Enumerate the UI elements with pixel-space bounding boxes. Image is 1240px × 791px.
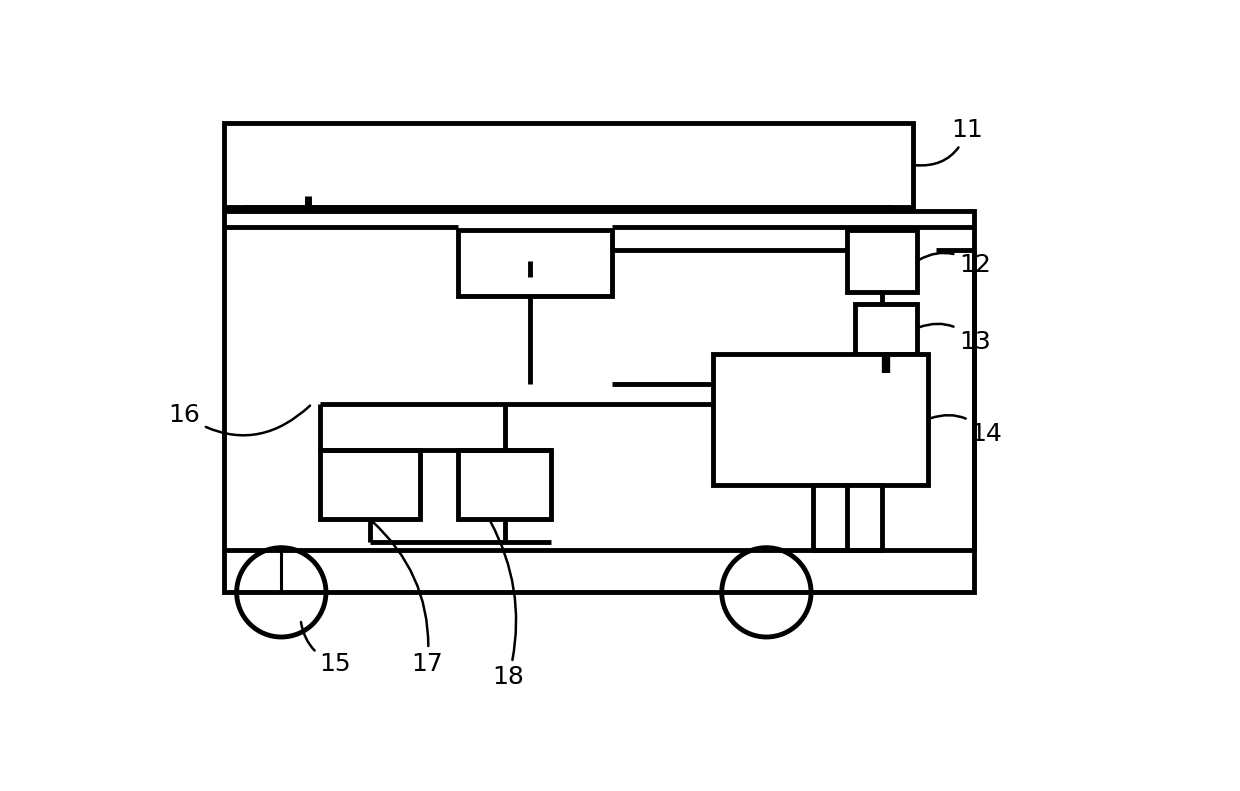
Bar (854, 304, 916, 354)
Bar (512, 259, 547, 277)
Bar (223, 211, 975, 592)
Text: 17: 17 (372, 521, 444, 676)
Bar (713, 354, 928, 485)
Bar (247, 207, 889, 261)
Bar (320, 450, 420, 519)
Bar (847, 230, 916, 292)
Bar (459, 230, 613, 296)
Bar (223, 123, 913, 207)
Bar (459, 450, 551, 519)
Bar (812, 485, 882, 550)
Text: 12: 12 (919, 253, 991, 277)
Bar (508, 261, 551, 335)
Text: 16: 16 (169, 403, 310, 435)
Text: 15: 15 (301, 622, 351, 676)
Text: 18: 18 (491, 521, 525, 690)
Text: 11: 11 (915, 119, 983, 165)
Text: 13: 13 (919, 324, 991, 354)
Text: 14: 14 (931, 415, 1002, 446)
